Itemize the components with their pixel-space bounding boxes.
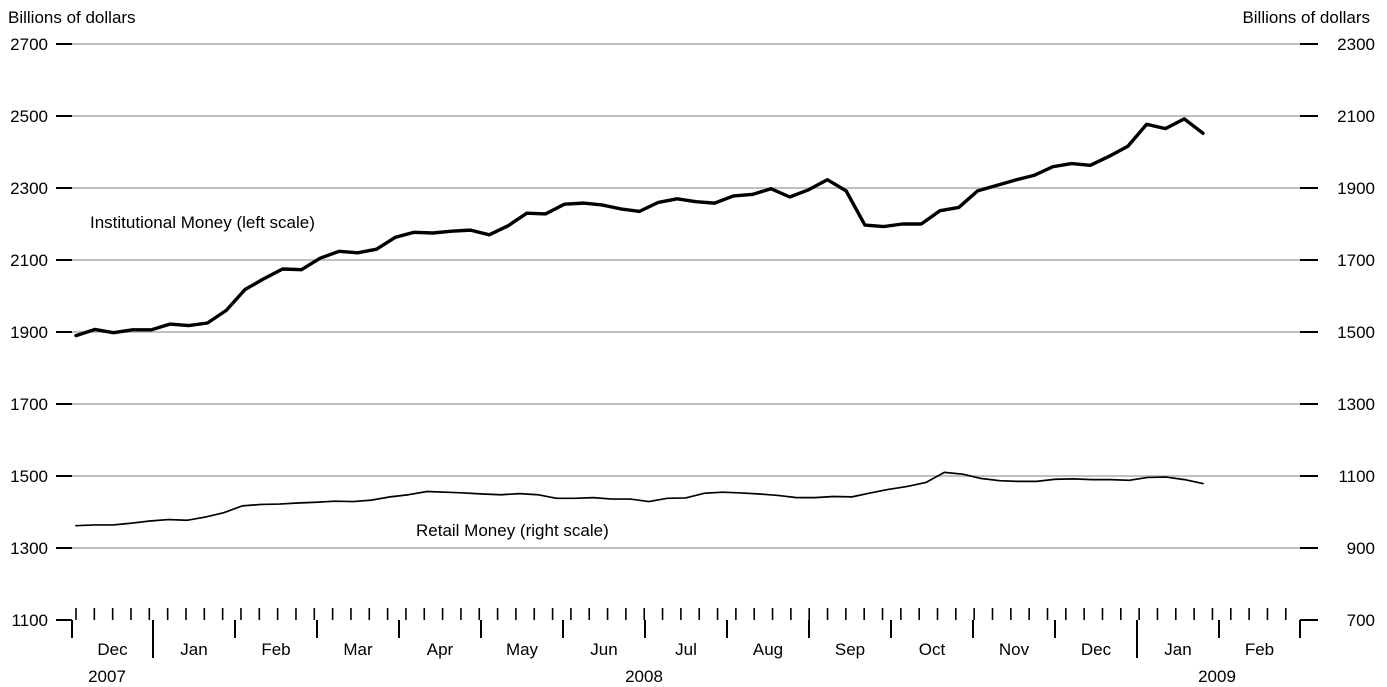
x-axis: Dec Jan Feb Mar Apr May Jun Jul Aug Sep Oct Nov Dec J…: [71, 608, 1301, 686]
month-label: Jun: [590, 640, 617, 659]
gridlines: [72, 43, 1300, 549]
left-axis: 1100 1300 1500 1700 1900 2100 2300 2500 2700: [10, 35, 72, 630]
month-label: Jan: [180, 640, 207, 659]
month-label: Nov: [999, 640, 1030, 659]
month-label: Jul: [675, 640, 697, 659]
left-tick-label: 1700: [10, 395, 48, 414]
series-label-institutional: Institutional Money (left scale): [90, 213, 315, 232]
left-axis-title: Billions of dollars: [8, 8, 136, 27]
left-tick-label: 2700: [10, 35, 48, 54]
month-label: Oct: [919, 640, 946, 659]
right-tick-label: 700: [1347, 611, 1375, 630]
left-tick-label: 2100: [10, 251, 48, 270]
month-label: Mar: [343, 640, 373, 659]
right-tick-label: 2300: [1337, 35, 1375, 54]
month-label: Jan: [1164, 640, 1191, 659]
right-axis-title: Billions of dollars: [1242, 8, 1370, 27]
left-tick-label: 1300: [10, 539, 48, 558]
month-label: Dec: [97, 640, 128, 659]
right-tick-label: 1500: [1337, 323, 1375, 342]
series-lines: [74, 117, 1205, 527]
left-tick-label: 1900: [10, 323, 48, 342]
month-label: Dec: [1081, 640, 1112, 659]
right-tick-label: 1900: [1337, 179, 1375, 198]
month-label: Feb: [1245, 640, 1274, 659]
year-label: 2007: [88, 667, 126, 686]
left-tick-label: 2300: [10, 179, 48, 198]
month-label: Feb: [261, 640, 290, 659]
institutional-money-line: [74, 117, 1205, 338]
right-tick-label: 2100: [1337, 107, 1375, 126]
left-tick-label: 1100: [11, 611, 48, 630]
left-tick-label: 1500: [10, 467, 48, 486]
year-label: 2008: [625, 667, 663, 686]
series-label-retail: Retail Money (right scale): [416, 521, 609, 540]
retail-money-line: [75, 471, 1204, 527]
right-tick-label: 1300: [1337, 395, 1375, 414]
month-label: Aug: [753, 640, 783, 659]
right-axis: 700 900 1100 1300 1500 1700 1900 2100 2300: [1300, 35, 1375, 630]
month-label: Sep: [835, 640, 865, 659]
right-tick-label: 1700: [1337, 251, 1375, 270]
right-tick-label: 1100: [1338, 467, 1375, 486]
left-tick-label: 2500: [10, 107, 48, 126]
month-label: Apr: [427, 640, 454, 659]
year-label: 2009: [1198, 667, 1236, 686]
right-tick-label: 900: [1347, 539, 1375, 558]
month-label: May: [506, 640, 539, 659]
